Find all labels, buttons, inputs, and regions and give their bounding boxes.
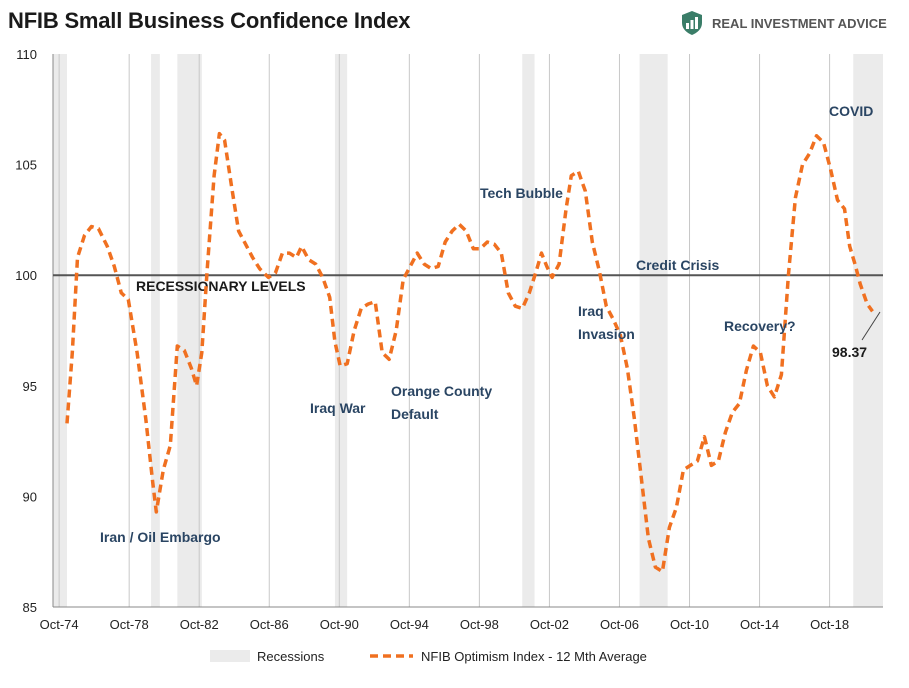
- reference-line-label: RECESSIONARY LEVELS: [136, 278, 306, 294]
- chart-title: NFIB Small Business Confidence Index: [8, 8, 411, 33]
- last-value-label: 98.37: [832, 344, 867, 360]
- x-tick-label: Oct-78: [110, 617, 149, 632]
- series-line: [65, 131, 874, 574]
- legend-recessions-label: Recessions: [257, 649, 325, 664]
- annotation-default: Default: [391, 406, 439, 422]
- recession-band: [334, 54, 348, 607]
- brand-logo: REAL INVESTMENT ADVICE: [680, 10, 887, 36]
- legend-series-label: NFIB Optimism Index - 12 Mth Average: [421, 649, 647, 664]
- x-tick-label: Oct-82: [180, 617, 219, 632]
- x-axis: Oct-74 Oct-78 Oct-82 Oct-86 Oct-90 Oct-94 Oct-…: [40, 617, 849, 632]
- x-tick-label: Oct-06: [600, 617, 639, 632]
- y-tick-label: 85: [23, 600, 37, 615]
- y-tick-label: 105: [15, 158, 37, 173]
- logo-text: REAL INVESTMENT ADVICE: [712, 15, 887, 31]
- recession-band: [177, 54, 202, 607]
- x-tick-label: Oct-94: [390, 617, 429, 632]
- annotation-tech-bubble: Tech Bubble: [480, 185, 563, 201]
- annotation-credit-crisis: Credit Crisis: [636, 257, 719, 273]
- legend: Recessions NFIB Optimism Index - 12 Mth …: [210, 649, 647, 664]
- shield-chart-icon: [682, 11, 702, 35]
- annotation-invasion: Invasion: [578, 326, 635, 342]
- x-tick-label: Oct-02: [530, 617, 569, 632]
- x-tick-label: Oct-74: [40, 617, 79, 632]
- recession-band: [151, 54, 160, 607]
- x-tick-label: Oct-10: [670, 617, 709, 632]
- x-tick-label: Oct-98: [460, 617, 499, 632]
- annotation-iraq: Iraq: [578, 303, 604, 319]
- y-axis: 85 90 95 100 105 110: [15, 47, 37, 615]
- annotation-recovery: Recovery?: [724, 318, 796, 334]
- legend-recessions-swatch: [210, 650, 250, 662]
- y-tick-label: 100: [15, 268, 37, 283]
- recession-band: [53, 54, 68, 607]
- y-tick-label: 95: [23, 379, 37, 394]
- annotations: Iran / Oil Embargo Iraq War Orange Count…: [100, 103, 881, 545]
- recession-band: [522, 54, 535, 607]
- callout-leader-line: [861, 311, 881, 341]
- gridlines: [52, 54, 883, 608]
- annotation-orange-county: Orange County: [391, 383, 492, 399]
- annotation-iran-oil-embargo: Iran / Oil Embargo: [100, 529, 221, 545]
- x-tick-label: Oct-18: [810, 617, 849, 632]
- annotation-iraq-war: Iraq War: [310, 400, 366, 416]
- series-layer: [65, 131, 874, 574]
- x-tick-label: Oct-86: [250, 617, 289, 632]
- annotation-covid: COVID: [829, 103, 873, 119]
- recession-band: [639, 54, 668, 607]
- x-tick-label: Oct-14: [740, 617, 779, 632]
- y-tick-label: 90: [23, 489, 37, 504]
- y-tick-label: 110: [16, 47, 37, 62]
- x-tick-label: Oct-90: [320, 617, 359, 632]
